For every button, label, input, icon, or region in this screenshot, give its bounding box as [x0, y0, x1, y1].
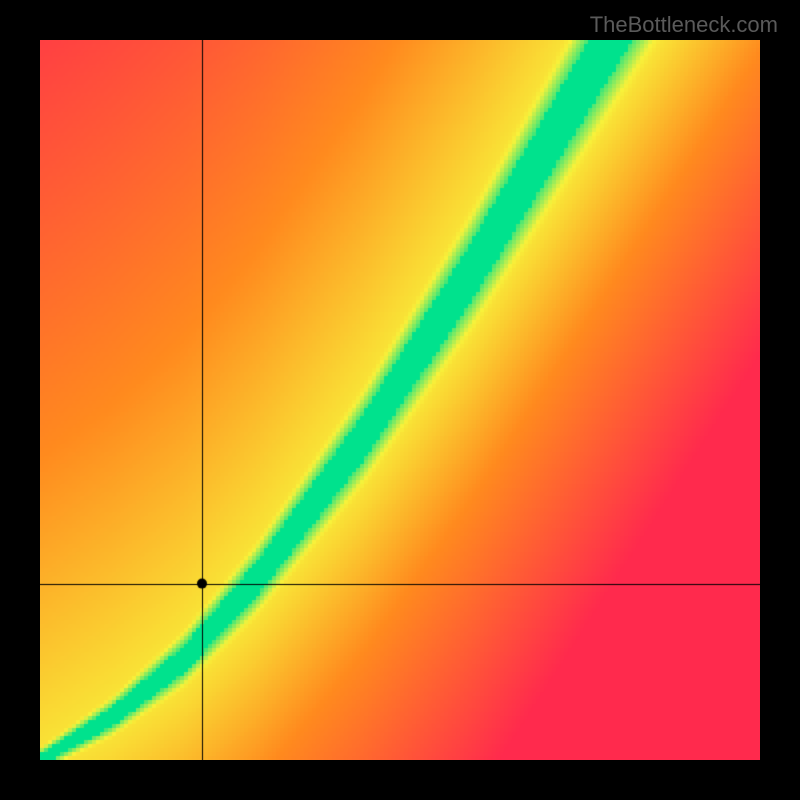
- watermark-text: TheBottleneck.com: [590, 12, 778, 38]
- bottleneck-heatmap: [40, 40, 760, 760]
- chart-frame: TheBottleneck.com: [0, 0, 800, 800]
